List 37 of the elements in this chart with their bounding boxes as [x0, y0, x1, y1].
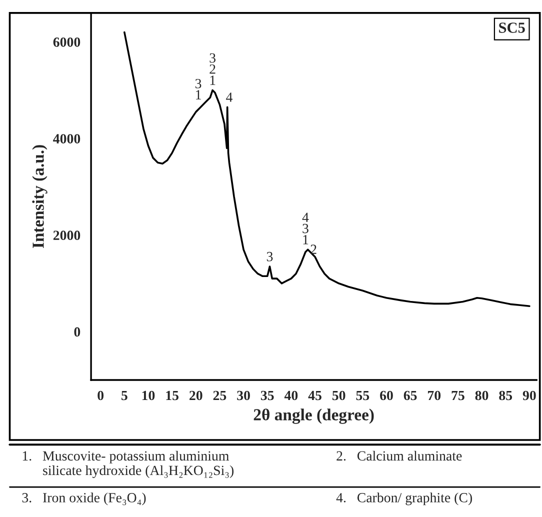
text: 2. Calcium aluminate: [336, 450, 462, 461]
x-tick-label: 5: [121, 390, 128, 400]
x-tick-label: 70: [428, 390, 441, 400]
y-axis-title: Intensity (a.u.): [32, 145, 48, 248]
y-tick-label: 4000: [53, 134, 80, 144]
x-tick-label: 35: [260, 390, 274, 400]
x-tick-label: 0: [98, 390, 104, 400]
annotation: SC5: [499, 22, 525, 33]
x-tick-label: 20: [190, 390, 202, 400]
x-tick-label: 60: [380, 390, 393, 400]
x-axis-title: 2θ angle (degree): [254, 408, 374, 424]
y-tick-label: 6000: [53, 37, 80, 47]
x-tick-label: 10: [142, 390, 155, 400]
text: 1. Muscovite- potassium aluminium silicate hydroxide (Al₃H₂KO₁₂Si₃): [22, 450, 234, 478]
annotation: 3 2 1: [210, 53, 216, 85]
annotation: 4: [226, 92, 232, 102]
x-tick-label: 75: [452, 390, 464, 400]
text: 4. Carbon/ graphite (C): [336, 492, 472, 506]
x-tick-label: 45: [308, 390, 322, 400]
x-tick-label: 85: [499, 390, 512, 400]
annotation: 3: [266, 252, 273, 262]
line-series: [124, 31, 530, 308]
x-tick-label: 50: [332, 390, 346, 400]
annotation: 2: [310, 244, 316, 254]
x-tick-label: 90: [522, 390, 536, 400]
y-tick-label: 0: [74, 327, 80, 337]
x-tick-label: 55: [356, 390, 370, 400]
text: 3. Iron oxide (Fe₃O₄): [22, 492, 146, 506]
x-tick-label: 65: [404, 390, 417, 400]
y-tick-label: 2000: [53, 230, 80, 240]
x-tick-label: 30: [237, 390, 250, 400]
x-tick-label: 25: [213, 390, 226, 400]
annotation: 4 3 1: [302, 212, 309, 244]
x-tick-label: 80: [475, 390, 488, 400]
annotation: 3 1: [195, 78, 202, 100]
x-tick-label: 15: [166, 390, 178, 400]
x-tick-label: 40: [284, 390, 298, 400]
